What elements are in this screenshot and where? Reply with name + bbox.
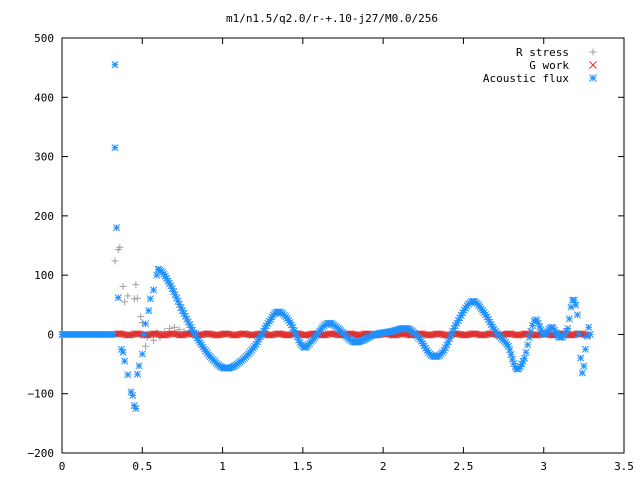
legend-marker	[589, 48, 597, 56]
y-tick-label: 100	[34, 269, 54, 282]
acoustic-flux-point	[111, 144, 119, 152]
acoustic-flux-point	[520, 354, 528, 362]
legend-marker	[589, 61, 597, 69]
legend-marker	[589, 74, 597, 82]
y-tick-label: 400	[34, 91, 54, 104]
r-stress-point	[121, 298, 129, 306]
acoustic-flux-point	[149, 286, 158, 294]
r-stress-point	[170, 323, 178, 331]
legend-label: R stress	[516, 46, 569, 59]
acoustic-flux-point	[508, 355, 516, 363]
acoustic-flux-point	[133, 370, 142, 378]
legend-label: Acoustic flux	[483, 72, 569, 85]
r-stress-point	[119, 282, 127, 290]
r-stress-point	[133, 294, 141, 302]
acoustic-flux-point	[527, 327, 535, 336]
series-acoustic-flux	[58, 61, 594, 413]
r-stress-point	[166, 325, 174, 332]
acoustic-flux-point	[121, 357, 129, 365]
acoustic-flux-point	[141, 320, 150, 328]
acoustic-flux-point	[113, 224, 121, 232]
acoustic-flux-point	[580, 362, 588, 370]
acoustic-flux-point	[525, 333, 533, 342]
acoustic-flux-point	[114, 294, 122, 302]
r-stress-point	[137, 313, 145, 321]
plot-frame	[61, 37, 625, 454]
x-tick-label: 2	[380, 460, 387, 473]
acoustic-flux-point	[572, 301, 580, 309]
r-stress-point	[130, 295, 138, 303]
acoustic-flux-point	[146, 295, 154, 303]
acoustic-flux-point	[145, 307, 153, 315]
acoustic-flux-point	[129, 391, 137, 400]
y-tick-label: 0	[47, 328, 54, 341]
acoustic-flux-point	[135, 362, 143, 370]
acoustic-flux-point	[109, 330, 117, 338]
acoustic-flux-point	[575, 330, 583, 338]
x-tick-label: 0.5	[132, 460, 152, 473]
acoustic-flux-point	[506, 346, 514, 354]
r-stress-point	[150, 336, 158, 344]
acoustic-flux-point	[132, 404, 140, 413]
acoustic-flux-point	[586, 330, 594, 338]
acoustic-flux-point	[567, 303, 575, 311]
acoustic-flux-point	[119, 348, 127, 356]
y-tick-label: −200	[28, 447, 55, 460]
acoustic-flux-point	[570, 296, 578, 304]
r-stress-point	[111, 257, 119, 265]
legend-label: G work	[529, 59, 569, 72]
y-tick-label: 300	[34, 151, 54, 164]
r-stress-point	[124, 292, 132, 300]
r-stress-point	[175, 326, 183, 334]
acoustic-flux-point	[524, 341, 532, 349]
x-tick-label: 3.5	[614, 460, 634, 473]
acoustic-flux-point	[124, 371, 132, 379]
acoustic-flux-point	[111, 61, 119, 69]
y-tick-label: 500	[34, 32, 54, 45]
acoustic-flux-point	[522, 348, 530, 356]
acoustic-flux-point	[585, 323, 593, 331]
r-stress-point	[141, 342, 149, 350]
acoustic-flux-point	[578, 369, 586, 377]
acoustic-flux-point	[565, 315, 573, 323]
x-tick-label: 1.5	[293, 460, 313, 473]
x-tick-label: 0	[59, 460, 66, 473]
x-tick-label: 1	[219, 460, 226, 473]
y-tick-label: 200	[34, 210, 54, 223]
acoustic-flux-point	[167, 282, 175, 290]
y-tick-label: −100	[28, 388, 55, 401]
r-stress-point	[132, 281, 140, 289]
acoustic-flux-point	[573, 311, 581, 319]
acoustic-flux-point	[138, 350, 146, 358]
acoustic-flux-point	[140, 330, 148, 338]
acoustic-flux-point	[581, 345, 590, 353]
chart-title: m1/n1.5/q2.0/r-+.10-j27/M0.0/256	[226, 12, 438, 25]
x-tick-label: 3	[540, 460, 547, 473]
x-tick-label: 2.5	[453, 460, 473, 473]
r-stress-point	[116, 243, 124, 251]
acoustic-flux-point	[577, 354, 585, 362]
acoustic-flux-point	[507, 350, 515, 359]
acoustic-flux-point	[564, 324, 572, 333]
